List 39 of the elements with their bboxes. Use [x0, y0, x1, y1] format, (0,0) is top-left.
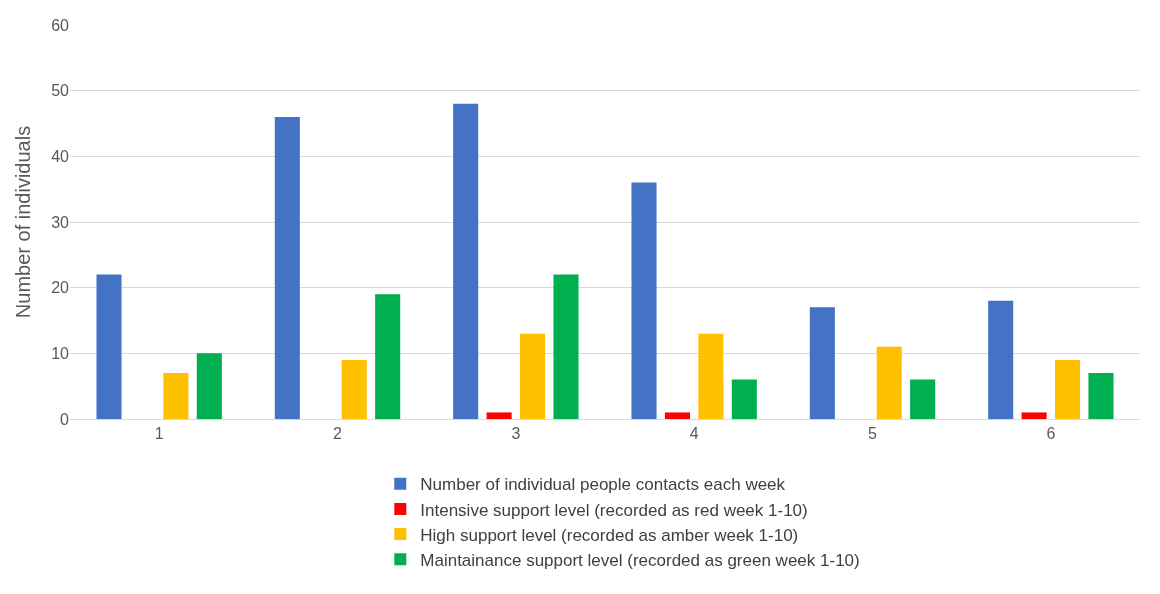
y-tick-label: 40 — [51, 147, 70, 165]
bar — [453, 103, 479, 419]
x-tick-label: 6 — [1046, 425, 1056, 443]
legend-label: Number of individual people contacts each week — [420, 475, 786, 495]
y-tick-label: 0 — [60, 410, 70, 428]
legend-label: High support level (recorded as amber week 1-10) — [420, 525, 799, 545]
bar — [553, 274, 579, 419]
bar — [341, 359, 367, 419]
bar — [375, 294, 401, 419]
y-axis-title: Number of individuals — [11, 125, 34, 319]
legend-label: Intensive support level (recorded as red week 1-10) — [420, 500, 808, 520]
y-tick-label: 60 — [51, 16, 70, 34]
bar — [876, 346, 902, 419]
bar — [1088, 373, 1114, 419]
y-tick-label: 10 — [51, 344, 70, 362]
x-tick-label: 5 — [868, 425, 878, 443]
bar — [1021, 412, 1047, 419]
y-tick-label: 50 — [51, 82, 70, 100]
bar — [809, 307, 835, 419]
y-tick-label: 30 — [51, 213, 70, 231]
x-tick-label: 2 — [333, 425, 343, 443]
bar — [196, 353, 222, 419]
x-tick-label: 4 — [689, 425, 699, 443]
bar — [520, 333, 546, 419]
y-tick-label: 20 — [51, 279, 70, 297]
bar — [664, 412, 690, 419]
legend-label: Maintainance support level (recorded as green week 1-10) — [420, 550, 860, 570]
bar — [96, 274, 122, 419]
bar — [988, 300, 1014, 419]
x-tick-label: 1 — [154, 425, 164, 443]
bar — [274, 116, 300, 419]
bar — [163, 373, 189, 419]
bar — [1055, 359, 1081, 419]
x-tick-label: 3 — [511, 425, 521, 443]
bar — [910, 379, 936, 419]
bar — [631, 182, 657, 419]
bar — [486, 412, 512, 419]
bar — [698, 333, 724, 419]
bar — [731, 379, 757, 419]
